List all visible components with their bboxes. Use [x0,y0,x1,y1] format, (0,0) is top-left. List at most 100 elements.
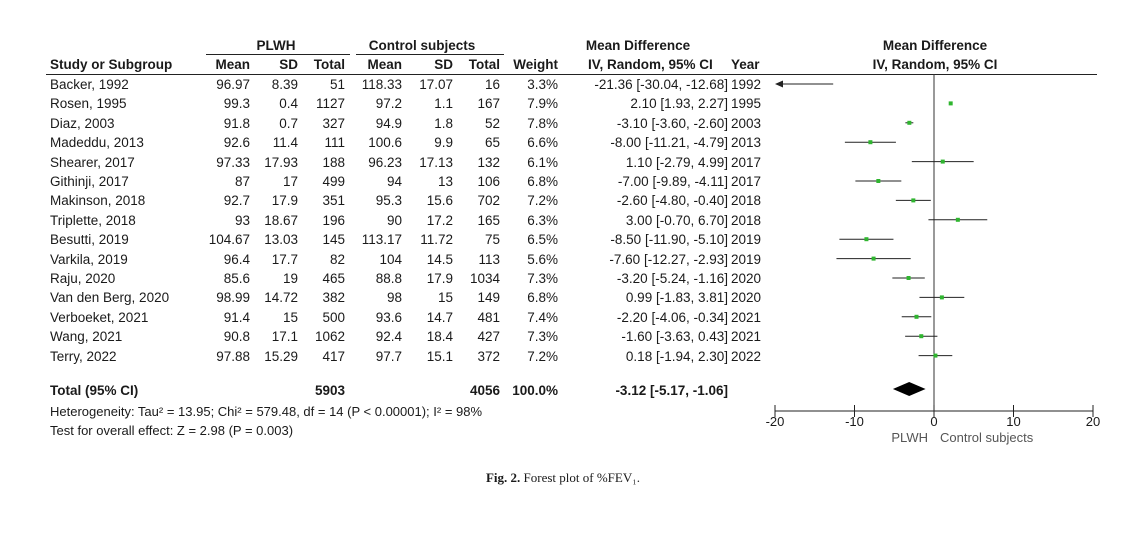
group2-underline [356,54,504,55]
sd2-value: 15.1 [426,348,453,364]
mean2-value: 92.4 [375,329,402,345]
sd2-value: 17.13 [419,154,453,170]
sd2-value: 1.1 [434,96,453,112]
sd2-value: 15.6 [426,193,453,209]
study-name: Diaz, 2003 [50,115,115,131]
figure-caption: Fig. 2. Forest plot of %FEV₁. [0,470,1126,486]
sd1-value: 17.7 [271,251,298,267]
study-name: Wang, 2021 [50,329,123,345]
heterogeneity-text: Heterogeneity: Tau² = 13.95; Chi² = 579.… [50,404,483,419]
sd2-value: 14.5 [426,251,453,267]
year-value: 2022 [731,348,762,364]
total1-value: 500 [322,309,345,325]
total1-value: 382 [322,290,345,306]
total1-value: 465 [322,271,345,286]
mean1-value: 90.8 [223,329,250,345]
ci-value: -3.10 [-3.60, -2.60] [616,115,728,131]
caption-label: Fig. 2. [485,470,521,485]
ci-value: -21.36 [-30.04, -12.68] [594,77,728,92]
ci-value: -2.20 [-4.06, -0.34] [616,309,728,325]
study-name: Varkila, 2019 [50,251,128,267]
sd1-value: 14.72 [264,290,298,306]
sd1-value: 8.39 [271,77,298,92]
mean1-value: 91.4 [223,309,250,325]
ci-value: 0.18 [-1.94, 2.30] [625,348,728,364]
weight-value: 6.8% [527,174,558,189]
year-value: 2019 [731,251,762,267]
year-value: 2021 [731,309,762,325]
study-point [864,237,869,242]
mean1-value: 97.88 [216,348,250,364]
sd1-value: 0.7 [279,115,298,131]
sd1-value: 15 [282,309,298,325]
study-point [914,314,919,319]
year-value: 1992 [731,77,762,92]
total2-value: 65 [484,135,500,151]
mean1-value: 98.99 [216,290,250,306]
year-value: 2013 [731,135,762,151]
ci-value: -7.60 [-12.27, -2.93] [609,251,728,267]
ci-value: -8.50 [-11.90, -5.10] [610,232,728,248]
total2-value: 481 [477,309,500,325]
total2-value: 149 [477,290,500,306]
total-weight: 100.0% [512,383,558,398]
total2-value: 106 [477,174,500,189]
ci-value: -7.00 [-9.89, -4.11] [617,174,728,189]
sd1-value: 17.1 [271,329,298,345]
sd2-value: 13 [437,174,453,189]
weight-value: 7.2% [527,348,558,364]
sd1-value: 17.9 [271,193,298,209]
study-name: Verboeket, 2021 [50,309,149,325]
year-value: 2017 [731,154,762,170]
study-point [955,217,960,222]
total1-value: 1127 [315,96,345,112]
study-point [933,353,938,358]
study-name: Makinson, 2018 [50,193,146,209]
weight-value: 7.4% [527,309,558,325]
favours-left-label: PLWH [891,430,928,445]
ci-value: 1.10 [-2.79, 4.99] [625,154,728,170]
total1-value: 1062 [314,329,345,345]
ci-value: -2.60 [-4.80, -0.40] [616,193,728,209]
mean2-value: 88.8 [375,271,402,286]
sd1-value: 13.03 [264,232,298,248]
study-point [939,295,944,300]
weight-value: 6.8% [527,290,558,306]
year-value: 2017 [731,174,762,189]
total2-value: 427 [477,329,500,345]
study-column-header: Study or Subgroup [50,57,173,72]
mean2-value: 90 [386,212,402,228]
sd1-value: 15.29 [264,348,298,364]
year-value: 2003 [731,115,762,131]
total2-value: 16 [484,77,500,92]
sd2-value: 11.72 [420,232,453,248]
mean1-column-header: Mean [215,57,250,72]
sd2-value: 15 [437,290,453,306]
year-column-header: Year [731,57,760,72]
year-value: 2020 [731,271,762,286]
caption-text: Forest plot of %FEV₁. [523,470,641,485]
year-value: 2019 [731,232,762,248]
year-value: 2021 [731,329,762,345]
total1-value: 499 [322,174,345,189]
mean1-value: 104.67 [208,232,250,248]
md-method-header: IV, Random, 95% CI [588,57,713,72]
mean2-value: 95.3 [375,193,402,209]
x-tick-label: 20 [1086,414,1100,429]
mean1-value: 96.97 [216,77,250,92]
mean1-value: 99.3 [223,96,250,112]
ci-value: 2.10 [1.93, 2.27] [630,96,728,112]
study-point [948,101,953,106]
group1-header: PLWH [256,38,296,53]
group1-underline [206,54,350,55]
weight-value: 7.2% [527,193,558,209]
study-point [940,159,945,164]
ci-value: -3.20 [-5.24, -1.16] [616,271,728,286]
mean2-value: 98 [386,290,402,306]
sd1-value: 11.4 [272,135,298,151]
mean1-value: 96.4 [223,251,250,267]
weight-value: 6.3% [527,212,558,228]
total1-value: 145 [322,232,345,248]
sd2-value: 9.9 [434,135,453,151]
